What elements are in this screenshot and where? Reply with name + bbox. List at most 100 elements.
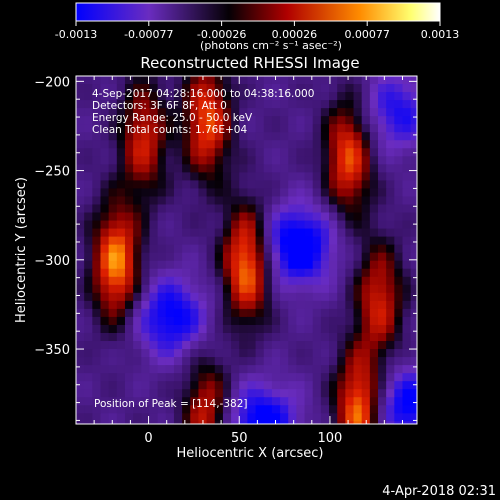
heatmap-cell bbox=[190, 172, 200, 181]
heatmap-cell bbox=[353, 357, 363, 366]
heatmap-cell bbox=[361, 349, 371, 358]
heatmap-cell bbox=[173, 132, 183, 141]
heatmap-cell bbox=[329, 341, 338, 350]
heatmap-cell bbox=[231, 332, 240, 342]
heatmap-cell bbox=[198, 172, 208, 181]
heatmap-cell bbox=[231, 413, 240, 422]
heatmap-cell bbox=[108, 308, 118, 318]
heatmap-cell bbox=[255, 196, 265, 206]
heatmap-cell bbox=[165, 397, 175, 406]
heatmap-cell bbox=[133, 236, 142, 246]
heatmap-cell bbox=[133, 156, 142, 165]
heatmap-cell bbox=[124, 252, 134, 262]
heatmap-cell bbox=[149, 349, 159, 358]
heatmap-cell bbox=[182, 300, 191, 310]
heatmap-cell bbox=[280, 332, 289, 342]
heatmap-cell bbox=[108, 397, 118, 406]
heatmap-cell bbox=[231, 92, 240, 101]
heatmap-cell bbox=[304, 349, 314, 358]
heatmap-cell bbox=[198, 365, 208, 374]
heatmap-cell bbox=[312, 421, 322, 424]
heatmap-cell bbox=[173, 389, 183, 398]
heatmap-cells bbox=[76, 76, 428, 424]
heatmap-cell bbox=[92, 212, 102, 222]
heatmap-cell bbox=[410, 421, 417, 424]
heatmap-cell bbox=[320, 244, 330, 254]
heatmap-cell bbox=[190, 212, 200, 222]
heatmap-cell bbox=[182, 324, 191, 334]
heatmap-cell bbox=[288, 100, 297, 109]
heatmap-cell bbox=[84, 196, 93, 206]
heatmap-cell bbox=[345, 276, 355, 286]
heatmap-cell bbox=[410, 244, 417, 254]
heatmap-cell bbox=[280, 405, 289, 414]
heatmap-cell bbox=[410, 204, 417, 214]
heatmap-cell bbox=[255, 228, 265, 238]
heatmap-cell bbox=[165, 324, 175, 334]
heatmap-cell bbox=[296, 332, 306, 342]
heatmap-cell bbox=[280, 308, 289, 318]
heatmap-cell bbox=[419, 397, 428, 406]
heatmap-cell bbox=[206, 332, 216, 342]
heatmap-cell bbox=[288, 421, 297, 424]
heatmap-cell bbox=[280, 76, 289, 85]
heatmap-cell bbox=[76, 365, 85, 374]
heatmap-cell bbox=[214, 365, 224, 374]
heatmap-cell bbox=[402, 244, 412, 254]
heatmap-cell bbox=[369, 365, 379, 374]
heatmap-cell bbox=[198, 300, 208, 310]
heatmap-cell bbox=[361, 108, 371, 117]
heatmap-cell bbox=[165, 172, 175, 181]
heatmap-cell bbox=[255, 389, 265, 398]
heatmap-cell bbox=[402, 84, 412, 93]
heatmap-cell bbox=[239, 180, 249, 190]
heatmap-cell bbox=[288, 156, 297, 165]
heatmap-cell bbox=[369, 421, 379, 424]
heatmap-cell bbox=[280, 413, 289, 422]
heatmap-cell bbox=[402, 381, 412, 390]
heatmap-cell bbox=[206, 108, 216, 117]
heatmap-cell bbox=[214, 84, 224, 93]
heatmap-cell bbox=[255, 220, 265, 230]
heatmap-cell bbox=[280, 220, 289, 230]
heatmap-cell bbox=[116, 156, 126, 165]
heatmap-cell bbox=[329, 220, 338, 230]
heatmap-cell bbox=[386, 413, 395, 422]
heatmap-cell bbox=[141, 308, 151, 318]
heatmap-cell bbox=[369, 300, 379, 310]
heatmap-cell bbox=[198, 196, 208, 206]
heatmap-cell bbox=[124, 132, 134, 141]
heatmap-cell bbox=[173, 252, 183, 262]
heatmap-cell bbox=[304, 236, 314, 246]
heatmap-cell bbox=[320, 108, 330, 117]
heatmap-cell bbox=[280, 421, 289, 424]
heatmap-cell bbox=[76, 180, 85, 190]
heatmap-cell bbox=[280, 244, 289, 254]
heatmap-cell bbox=[329, 365, 338, 374]
heatmap-cell bbox=[214, 172, 224, 181]
heatmap-cell bbox=[247, 381, 257, 390]
heatmap-cell bbox=[329, 172, 338, 181]
heatmap-cell bbox=[304, 252, 314, 262]
heatmap-cell bbox=[320, 405, 330, 414]
heatmap-cell bbox=[288, 316, 297, 326]
heatmap-cell bbox=[320, 172, 330, 181]
heatmap-cell bbox=[361, 357, 371, 366]
heatmap-cell bbox=[92, 204, 102, 214]
heatmap-cell bbox=[231, 124, 240, 133]
heatmap-cell bbox=[182, 292, 191, 302]
heatmap-cell bbox=[280, 212, 289, 222]
heatmap-cell bbox=[345, 124, 355, 133]
heatmap-cell bbox=[206, 260, 216, 270]
heatmap-cell bbox=[100, 268, 110, 278]
heatmap-cell bbox=[84, 389, 93, 398]
heatmap-cell bbox=[280, 148, 289, 157]
heatmap-cell bbox=[410, 389, 417, 398]
heatmap-cell bbox=[214, 164, 224, 173]
heatmap-cell bbox=[214, 188, 224, 198]
heatmap-cell bbox=[296, 140, 306, 149]
heatmap-cell bbox=[296, 212, 306, 222]
heatmap-cell bbox=[231, 180, 240, 190]
heatmap-cell bbox=[419, 381, 428, 390]
heatmap-cell bbox=[386, 292, 395, 302]
